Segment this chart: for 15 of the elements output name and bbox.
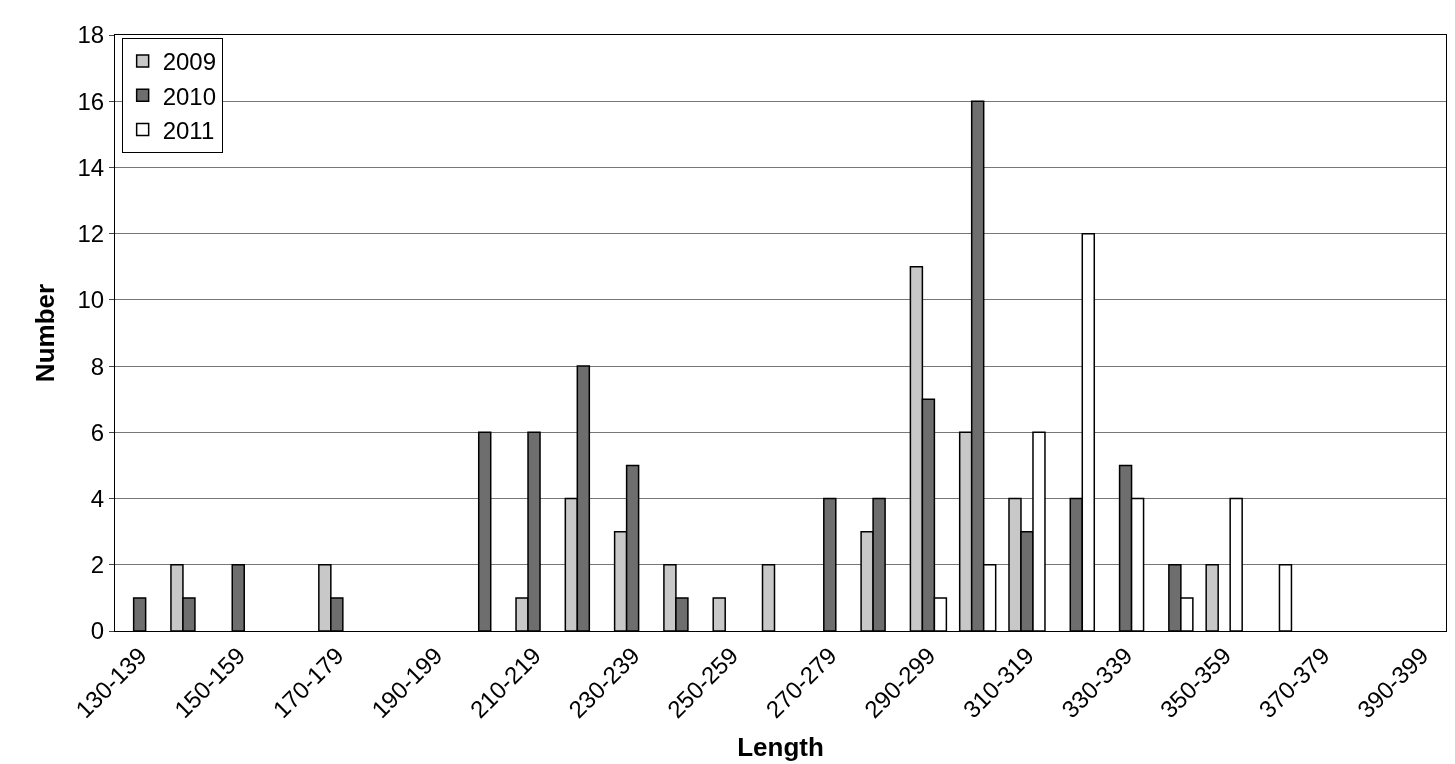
y-tick-label: 12	[77, 220, 105, 248]
y-tick-label: 8	[90, 352, 105, 380]
y-tick-label: 14	[77, 153, 105, 181]
legend-label: 2009	[162, 48, 217, 76]
y-tick-label: 0	[90, 617, 105, 645]
y-tick-label: 4	[90, 484, 105, 512]
legend-label: 2010	[162, 82, 217, 110]
x-axis-title: Length	[737, 731, 824, 762]
y-axis-title: Number	[29, 283, 60, 383]
y-tick-label: 6	[90, 418, 105, 446]
legend-label: 2011	[162, 116, 215, 144]
y-tick-label: 18	[77, 21, 105, 49]
y-tick-label: 16	[77, 87, 105, 115]
y-tick-label: 2	[90, 551, 105, 579]
y-tick-label: 10	[77, 286, 105, 314]
